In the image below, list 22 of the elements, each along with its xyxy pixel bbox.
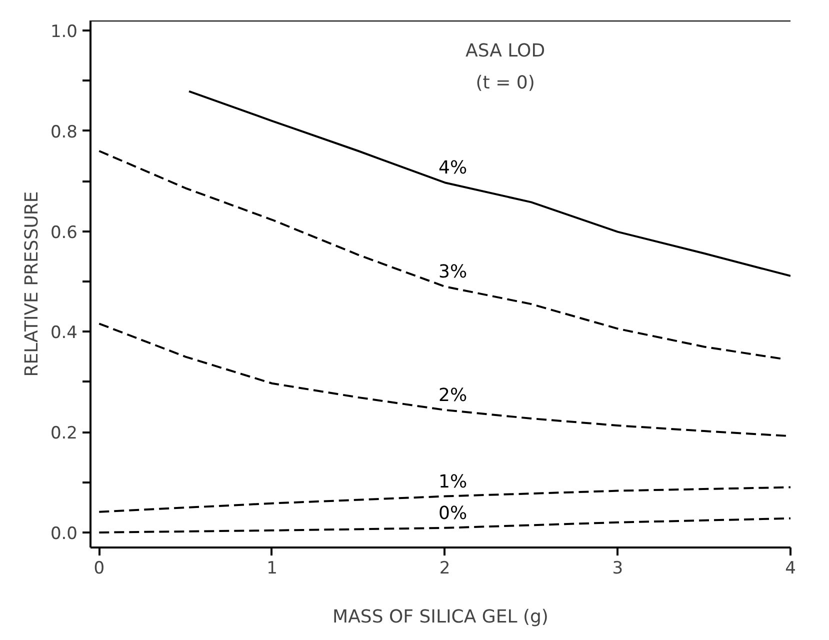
- y-tick-label: 0.8: [50, 122, 78, 142]
- y-tick-label: 0.2: [50, 424, 78, 444]
- y-tick-label: 0.6: [50, 222, 78, 243]
- annotation: (t = 0): [476, 72, 535, 94]
- x-axis-title: MASS OF SILICA GEL (g): [332, 606, 548, 628]
- y-axis-title: RELATIVE PRESSURE: [21, 191, 42, 377]
- series-label: 3%: [438, 262, 468, 283]
- y-tick-label: 0.0: [50, 524, 78, 544]
- y-tick-label: 0.4: [50, 323, 78, 344]
- line-series: [188, 90, 790, 277]
- series-label: 2%: [438, 384, 468, 406]
- x-tick-label: 3: [612, 558, 624, 578]
- x-tick-label: 1: [266, 558, 278, 578]
- line-series: [98, 150, 783, 360]
- series-label: 1%: [438, 471, 468, 492]
- x-tick-label: 4: [785, 558, 796, 578]
- series-label: 4%: [438, 158, 468, 179]
- series-label: 0%: [438, 502, 468, 524]
- x-tick-label: 0: [94, 558, 105, 578]
- y-tick-label: 1.0: [50, 22, 78, 42]
- annotation: ASA LOD: [466, 40, 546, 62]
- x-tick-label: 2: [439, 558, 450, 578]
